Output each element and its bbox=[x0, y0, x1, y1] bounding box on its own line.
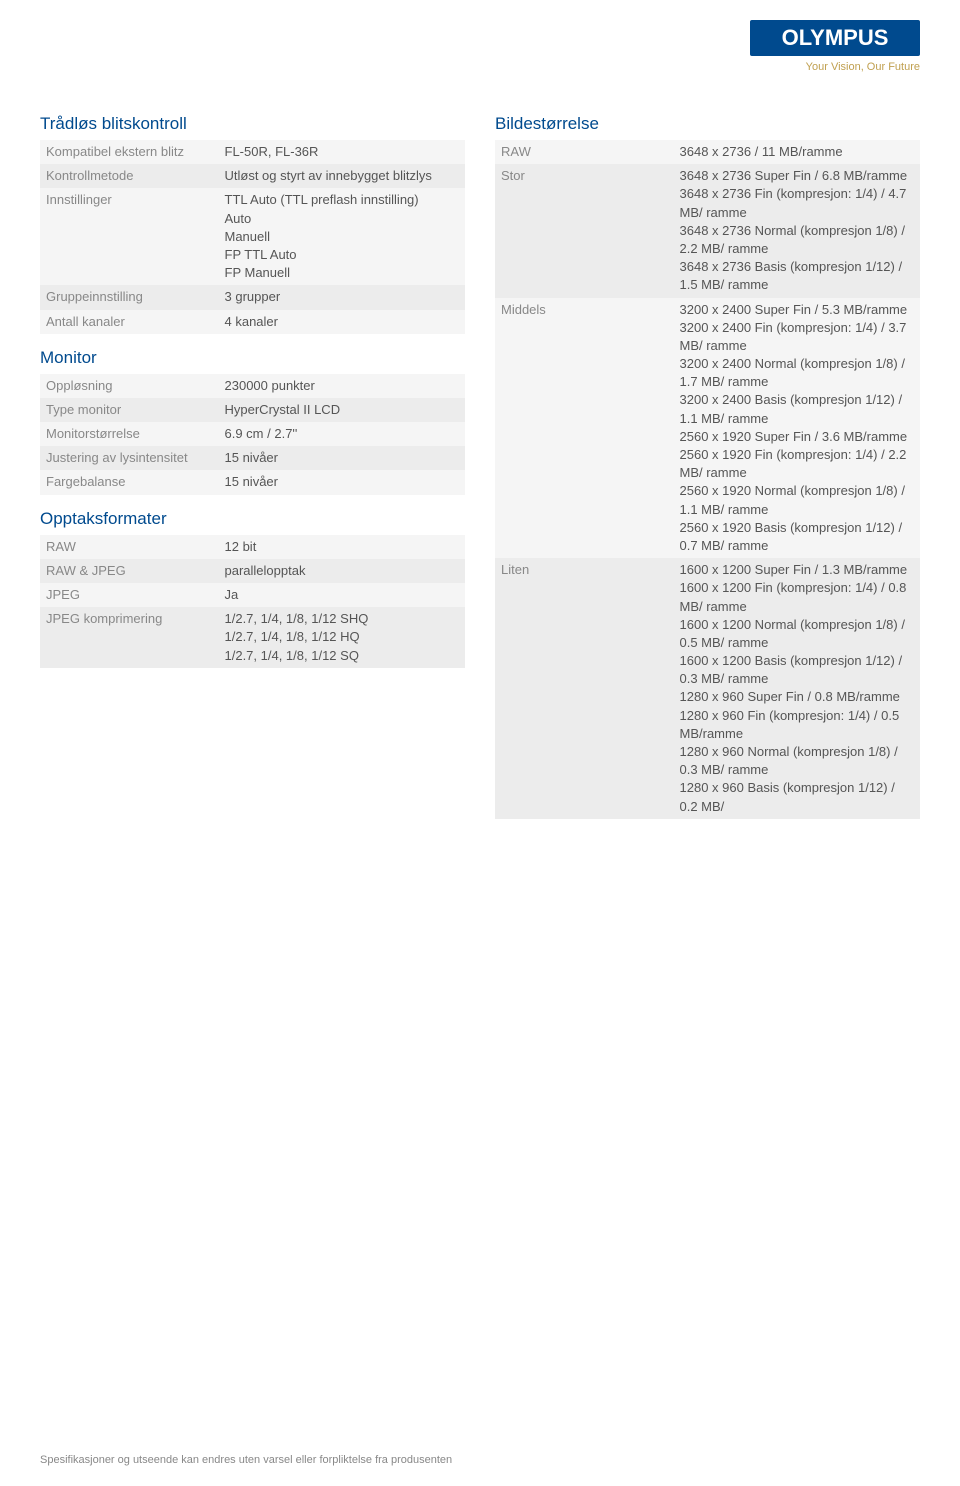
spec-row: Oppløsning230000 punkter bbox=[40, 374, 465, 398]
svg-text:OLYMPUS: OLYMPUS bbox=[782, 25, 889, 50]
spec-value: Utløst og styrt av innebygget blitzlys bbox=[219, 164, 466, 188]
spec-row: Justering av lysintensitet15 nivåer bbox=[40, 446, 465, 470]
spec-label: RAW & JPEG bbox=[40, 559, 219, 583]
spec-label: JPEG komprimering bbox=[40, 607, 219, 668]
spec-row: Monitorstørrelse6.9 cm / 2.7'' bbox=[40, 422, 465, 446]
brand-tagline: Your Vision, Our Future bbox=[750, 61, 920, 73]
spec-table: RAW3648 x 2736 / 11 MB/rammeStor3648 x 2… bbox=[495, 140, 920, 819]
spec-value: 6.9 cm / 2.7'' bbox=[219, 422, 466, 446]
section-title: Trådløs blitskontroll bbox=[40, 114, 465, 134]
spec-row: RAW & JPEGparallelopptak bbox=[40, 559, 465, 583]
section-title: Bildestørrelse bbox=[495, 114, 920, 134]
spec-value: 4 kanaler bbox=[219, 310, 466, 334]
spec-label: Kontrollmetode bbox=[40, 164, 219, 188]
spec-value: 230000 punkter bbox=[219, 374, 466, 398]
spec-value: TTL Auto (TTL preflash innstilling) Auto… bbox=[219, 188, 466, 285]
spec-value: FL-50R, FL-36R bbox=[219, 140, 466, 164]
spec-row: Liten1600 x 1200 Super Fin / 1.3 MB/ramm… bbox=[495, 558, 920, 819]
spec-label: JPEG bbox=[40, 583, 219, 607]
spec-value: 15 nivåer bbox=[219, 446, 466, 470]
spec-value: 12 bit bbox=[219, 535, 466, 559]
right-column: Bildestørrelse RAW3648 x 2736 / 11 MB/ram… bbox=[495, 100, 920, 819]
spec-label: Innstillinger bbox=[40, 188, 219, 285]
spec-label: Stor bbox=[495, 164, 674, 297]
left-column: Trådløs blitskontroll Kompatibel ekstern … bbox=[40, 100, 465, 819]
spec-row: Antall kanaler4 kanaler bbox=[40, 310, 465, 334]
spec-label: Kompatibel ekstern blitz bbox=[40, 140, 219, 164]
spec-value: 1600 x 1200 Super Fin / 1.3 MB/ramme 160… bbox=[674, 558, 921, 819]
spec-value: parallelopptak bbox=[219, 559, 466, 583]
spec-label: RAW bbox=[40, 535, 219, 559]
spec-row: KontrollmetodeUtløst og styrt av innebyg… bbox=[40, 164, 465, 188]
spec-label: Type monitor bbox=[40, 398, 219, 422]
spec-value: Ja bbox=[219, 583, 466, 607]
section-title: Monitor bbox=[40, 348, 465, 368]
spec-row: RAW12 bit bbox=[40, 535, 465, 559]
spec-row: JPEG komprimering1/2.7, 1/4, 1/8, 1/12 S… bbox=[40, 607, 465, 668]
spec-table: RAW12 bitRAW & JPEGparallelopptakJPEGJaJ… bbox=[40, 535, 465, 668]
spec-row: Fargebalanse15 nivåer bbox=[40, 470, 465, 494]
spec-row: Gruppeinnstilling3 grupper bbox=[40, 285, 465, 309]
spec-value: 1/2.7, 1/4, 1/8, 1/12 SHQ 1/2.7, 1/4, 1/… bbox=[219, 607, 466, 668]
footer-note: Spesifikasjoner og utseende kan endres u… bbox=[40, 1454, 452, 1466]
spec-label: RAW bbox=[495, 140, 674, 164]
spec-row: Middels3200 x 2400 Super Fin / 5.3 MB/ra… bbox=[495, 298, 920, 559]
spec-row: Kompatibel ekstern blitzFL-50R, FL-36R bbox=[40, 140, 465, 164]
spec-value: 3648 x 2736 Super Fin / 6.8 MB/ramme 364… bbox=[674, 164, 921, 297]
spec-label: Fargebalanse bbox=[40, 470, 219, 494]
columns-wrap: Trådløs blitskontroll Kompatibel ekstern … bbox=[40, 100, 920, 819]
spec-value: HyperCrystal II LCD bbox=[219, 398, 466, 422]
spec-value: 15 nivåer bbox=[219, 470, 466, 494]
spec-label: Gruppeinnstilling bbox=[40, 285, 219, 309]
spec-label: Antall kanaler bbox=[40, 310, 219, 334]
page: OLYMPUS Your Vision, Our Future Trådløs … bbox=[0, 0, 960, 1486]
brand-logo: OLYMPUS bbox=[750, 20, 920, 56]
brand-block: OLYMPUS Your Vision, Our Future bbox=[750, 20, 920, 73]
spec-row: Type monitorHyperCrystal II LCD bbox=[40, 398, 465, 422]
spec-row: InnstillingerTTL Auto (TTL preflash inns… bbox=[40, 188, 465, 285]
section-title: Opptaksformater bbox=[40, 509, 465, 529]
spec-label: Justering av lysintensitet bbox=[40, 446, 219, 470]
spec-table: Kompatibel ekstern blitzFL-50R, FL-36RKo… bbox=[40, 140, 465, 334]
spec-value: 3200 x 2400 Super Fin / 5.3 MB/ramme 320… bbox=[674, 298, 921, 559]
spec-row: JPEGJa bbox=[40, 583, 465, 607]
spec-table: Oppløsning230000 punkterType monitorHype… bbox=[40, 374, 465, 495]
spec-label: Middels bbox=[495, 298, 674, 559]
spec-row: Stor3648 x 2736 Super Fin / 6.8 MB/ramme… bbox=[495, 164, 920, 297]
spec-row: RAW3648 x 2736 / 11 MB/ramme bbox=[495, 140, 920, 164]
spec-label: Oppløsning bbox=[40, 374, 219, 398]
spec-value: 3 grupper bbox=[219, 285, 466, 309]
spec-value: 3648 x 2736 / 11 MB/ramme bbox=[674, 140, 921, 164]
spec-label: Monitorstørrelse bbox=[40, 422, 219, 446]
spec-label: Liten bbox=[495, 558, 674, 819]
